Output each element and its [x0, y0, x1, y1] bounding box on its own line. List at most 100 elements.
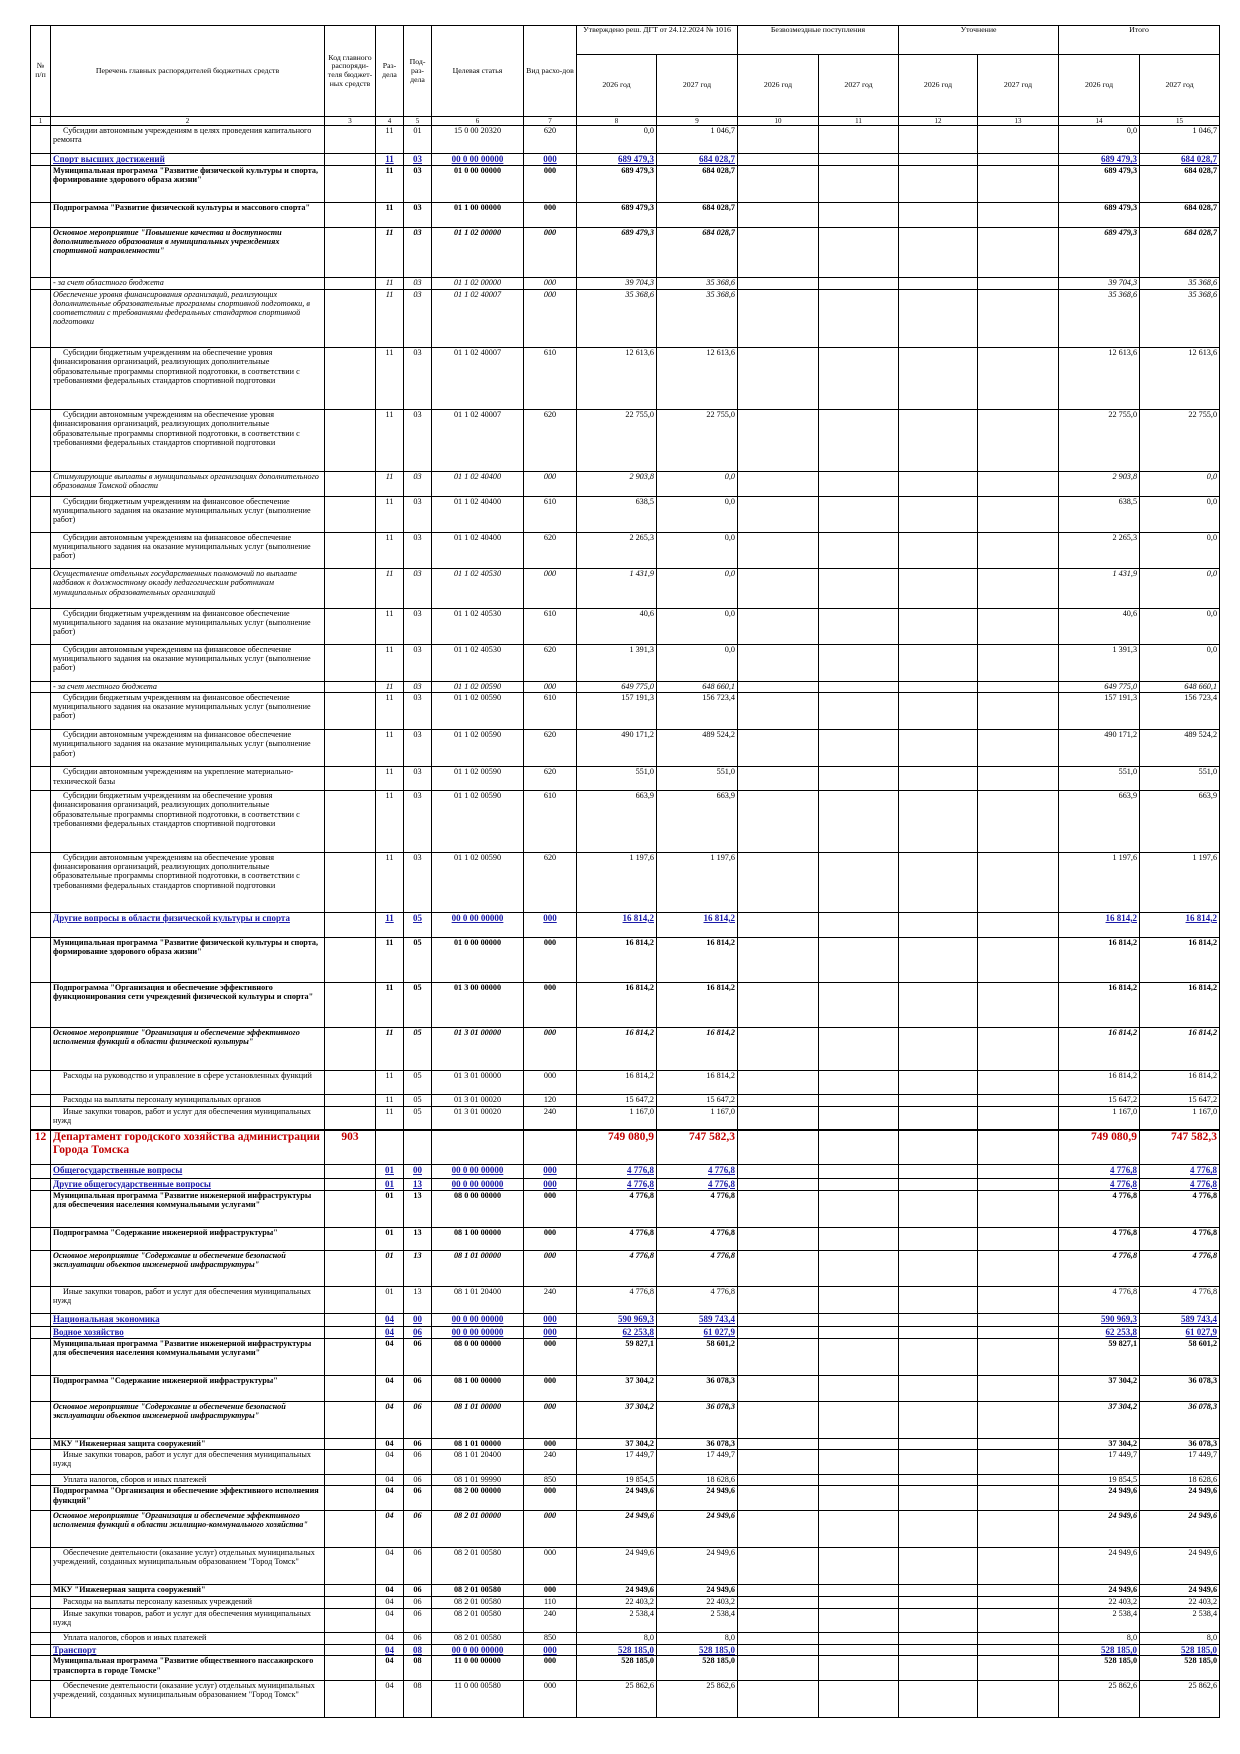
- amount-2026: 1 167,0: [576, 1105, 657, 1131]
- subsection-code: 08: [403, 1655, 432, 1682]
- empty-cell: [737, 164, 820, 203]
- table-row: Транспорт 04 08 00 0 00 00000 000 528 185,0 52…: [30, 1644, 1221, 1657]
- total-2026: 16 814,2: [1058, 936, 1141, 983]
- empty-cell: [737, 766, 820, 792]
- empty-cell: [737, 1164, 820, 1179]
- column-number: 4: [375, 116, 404, 127]
- empty-cell: [898, 1285, 979, 1314]
- admin-code: [324, 409, 376, 473]
- amount-2026-text: 59 827,1: [625, 1338, 654, 1348]
- total-2026-text: 649 775,0: [1104, 681, 1138, 691]
- total-2026: 16 814,2: [1058, 911, 1141, 938]
- section-code: 04: [375, 1655, 404, 1682]
- total-2027-text: 747 582,3: [1171, 1130, 1218, 1143]
- empty-cell: [898, 1026, 979, 1071]
- total-2027: 684 028,7: [1139, 201, 1221, 228]
- section-code-text: 04: [385, 1338, 394, 1348]
- subsection-code: 06: [403, 1510, 432, 1549]
- year-header: 2026 год: [898, 54, 979, 118]
- total-2026: 2 265,3: [1058, 532, 1141, 570]
- row-name-text: - за счет местного бюджета: [53, 681, 157, 691]
- subsection-code: 08: [403, 1644, 432, 1657]
- row-name-text: Расходы на выплаты персоналу муниципальн…: [63, 1095, 261, 1105]
- expense-type: 000: [523, 1655, 577, 1682]
- empty-cell: [898, 1644, 979, 1657]
- empty-cell: [977, 981, 1060, 1028]
- row-number: [30, 1164, 51, 1179]
- row-name-text: Субсидии автономным учреждениям на укреп…: [53, 767, 294, 786]
- section-code-text: 04: [385, 1681, 394, 1691]
- row-name: Национальная экономика: [50, 1312, 325, 1328]
- amount-2027: 528 185,0: [655, 1644, 739, 1657]
- subsection-code: 05: [403, 1105, 432, 1131]
- total-2026-text: 16 814,2: [1108, 982, 1138, 992]
- section-code-text: 11: [385, 937, 394, 947]
- empty-cell: [737, 347, 820, 411]
- expense-type: 620: [523, 409, 577, 473]
- amount-2027: 1 046,7: [655, 125, 739, 155]
- target-code: [431, 1128, 524, 1166]
- amount-2026: 528 185,0: [576, 1655, 657, 1682]
- row-number: [30, 643, 51, 682]
- amount-2027: 22 755,0: [655, 409, 739, 473]
- expense-type: 240: [523, 1285, 577, 1314]
- target-code-text: 00 0 00 00000: [451, 1327, 504, 1338]
- expense-type-text: 000: [543, 1681, 557, 1691]
- empty-cell: [898, 1128, 979, 1166]
- total-2026-text: 1 197,6: [1112, 853, 1138, 863]
- column-number: 3: [324, 116, 376, 127]
- subsection-code-text: 03: [413, 497, 422, 507]
- empty-cell: [737, 1608, 820, 1633]
- amount-2027-text: 22 403,2: [706, 1596, 736, 1606]
- amount-2026: 551,0: [576, 766, 657, 792]
- admin-code: [324, 1547, 376, 1586]
- subsection-code: 00: [403, 1312, 432, 1328]
- expense-type: 000: [523, 1547, 577, 1586]
- expense-type: 000: [523, 1190, 577, 1229]
- admin-code: [324, 1094, 376, 1107]
- empty-cell: [818, 164, 900, 203]
- row-number: [30, 568, 51, 609]
- row-number: [30, 164, 51, 203]
- empty-cell: [737, 125, 820, 155]
- amount-2026: 528 185,0: [576, 1644, 657, 1657]
- total-2026-text: 37 304,2: [1108, 1439, 1138, 1448]
- total-2027-text: 22 403,2: [1188, 1596, 1218, 1606]
- subsection-code: 03: [403, 164, 432, 203]
- expense-type-text: 000: [543, 1439, 557, 1448]
- total-2026: 4 776,8: [1058, 1177, 1141, 1192]
- empty-cell: [737, 729, 820, 768]
- amount-2026-text: 2 903,8: [629, 472, 654, 482]
- total-2026-text: 528 185,0: [1101, 1645, 1138, 1656]
- target-code: 01 1 02 40400: [431, 496, 524, 534]
- section-code: 11: [375, 201, 404, 228]
- empty-cell: [977, 1128, 1060, 1166]
- amount-2026: 22 403,2: [576, 1595, 657, 1610]
- empty-cell: [977, 1449, 1060, 1476]
- total-2026: 1 167,0: [1058, 1105, 1141, 1131]
- empty-cell: [977, 1326, 1060, 1339]
- section-code-text: 04: [385, 1632, 394, 1642]
- empty-cell: [818, 680, 900, 694]
- total-2026: 689 479,3: [1058, 201, 1141, 228]
- section-code: 04: [375, 1595, 404, 1610]
- amount-2026: 39 704,3: [576, 277, 657, 290]
- expense-type: 000: [523, 936, 577, 983]
- column-number: 7: [523, 116, 577, 127]
- total-2027-text: 4 776,8: [1192, 1191, 1218, 1201]
- amount-2027: 16 814,2: [655, 1069, 739, 1096]
- total-2026: 689 479,3: [1058, 153, 1141, 166]
- target-code-text: 01 1 02 40400: [453, 472, 502, 482]
- table-row: Уплата налогов, сборов и иных платежей 04…: [30, 1631, 1221, 1646]
- table-row: Муниципальная программа "Развитие инжене…: [30, 1337, 1221, 1376]
- section-code-text: 11: [385, 154, 394, 165]
- empty-cell: [737, 1026, 820, 1071]
- row-number: [30, 1631, 51, 1646]
- subsection-code-text: 06: [413, 1475, 422, 1485]
- expense-type: 000: [523, 981, 577, 1028]
- expense-type-text: 000: [543, 1327, 557, 1338]
- empty-cell: [818, 1128, 900, 1166]
- amount-2026: 4 776,8: [576, 1164, 657, 1179]
- total-2026: 37 304,2: [1058, 1437, 1141, 1451]
